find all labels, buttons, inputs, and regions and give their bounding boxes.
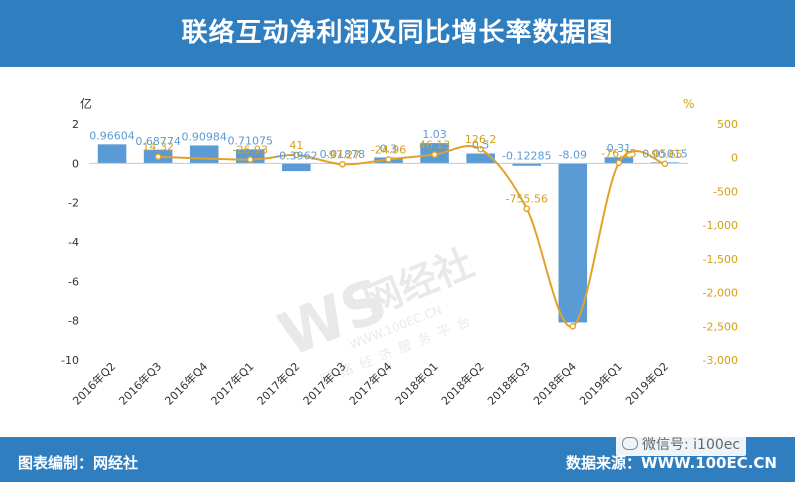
x-axis-tick-label: 2019年Q2 [623,359,672,408]
bar-value-label: 0.90984 [181,130,227,143]
bar [466,153,495,164]
bar-value-label: 0.96604 [89,129,135,142]
x-axis-tick-label: 2017年Q1 [208,359,257,408]
left-axis-tick-label: 0 [72,157,79,170]
left-axis-tick-label: -2 [68,197,79,210]
line-value-label: -90.65 [647,148,682,161]
right-axis-tick-label: 0 [731,152,738,165]
wechat-badge: 微信号: i100ec [616,434,747,456]
line-value-label: 14.32 [142,141,174,154]
growth-point [385,156,392,163]
bar-value-label: 0.05015 [642,147,688,160]
growth-point [523,205,531,212]
growth-point [615,159,623,167]
bar-value-label: -0.12285 [502,149,551,162]
x-axis-tick-label: 2018年Q2 [438,359,487,408]
x-axis-tick-label: 2016年Q3 [116,359,165,408]
growth-point [431,151,438,158]
left-axis-tick-label: 2 [72,118,79,131]
growth-point [569,322,577,330]
growth-point [246,156,254,163]
line-value-label: -26.93 [233,144,268,157]
bar-value-label: 0.68774 [135,135,181,148]
right-axis-unit: % [683,97,694,111]
bar-value-label: 0.31 [607,142,632,155]
right-axis-tick-label: -2,500 [703,320,738,333]
right-axis-tick-label: -1,000 [703,219,738,232]
bar-value-label: 0.01878 [320,148,366,161]
right-axis-tick-label: -500 [713,185,738,198]
bar-value-label: 0.71075 [228,134,274,147]
header-bar [0,0,795,67]
x-axis-tick-label: 2018年Q1 [392,359,441,408]
chart: WS 网经社 WWW.100EC.CN 网络经济服务平台 亿 % 20-2-4-… [61,96,738,408]
bar [97,144,127,164]
x-axis-tick-label: 2018年Q4 [530,359,579,408]
bar [282,163,311,172]
right-axis-tick-label: -2,000 [703,287,738,300]
growth-point [293,151,300,159]
growth-line [158,145,666,328]
right-axis-tick-label: 500 [717,118,738,131]
bar [558,163,588,323]
line-value-label: 41 [289,139,303,152]
line-value-label: 126.2 [465,133,497,146]
bar-value-label: -8.09 [559,148,587,161]
plot-area: 2 0 -2 -4 -6 -8 -10 500 0 -500 -1,000 -1,500 -2,000 -… [61,118,738,408]
line-value-label: 46.13 [419,139,451,152]
x-axis-tick-label: 2016年Q4 [162,359,211,408]
left-axis-unit: 亿 [80,96,92,111]
right-axis-tick-label: -3,000 [703,354,738,367]
bar-value-label: 0.5 [472,139,490,152]
left-axis-tick-label: -6 [68,275,79,288]
bar-value-label: 1.03 [422,128,447,141]
line-value-label: -76.15 [601,147,636,160]
growth-point [477,145,484,153]
line-value-label: -97.27 [325,148,360,161]
left-axis-tick-label: -4 [68,236,79,249]
data-source: 数据来源：WWW.100EC.CN [566,454,777,472]
left-axis-tick-label: -8 [68,315,79,328]
growth-point [154,153,162,161]
line-value-label: -24.96 [371,143,406,156]
growth-point [339,160,346,168]
growth-point [661,160,669,168]
bar [189,145,219,164]
x-axis-tick-label: 2017年Q3 [300,359,349,408]
bar [512,163,542,166]
chart-credit: 图表编制：网经社 [18,454,139,472]
right-axis-tick-label: -1,500 [703,253,738,266]
wechat-id: 微信号: i100ec [642,437,741,453]
bar-value-label: 0.3 [380,142,398,155]
line-value-label: -755.56 [505,193,547,206]
x-axis-tick-label: 2018年Q3 [484,359,533,408]
bar-value-label: -0.3962 [275,149,317,162]
x-axis-tick-label: 2017年Q2 [254,359,303,408]
left-axis-tick-label: -10 [61,354,79,367]
x-axis-tick-label: 2019年Q1 [576,359,625,408]
chart-title: 联络互动净利润及同比增长率数据图 [181,18,614,48]
wechat-icon [622,437,638,450]
